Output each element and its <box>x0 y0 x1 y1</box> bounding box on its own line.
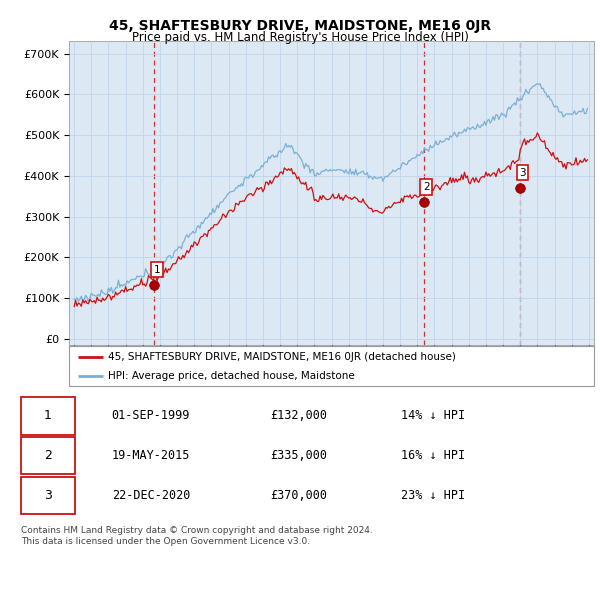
Text: 1: 1 <box>154 265 160 275</box>
Text: Contains HM Land Registry data © Crown copyright and database right 2024.
This d: Contains HM Land Registry data © Crown c… <box>21 526 373 546</box>
FancyBboxPatch shape <box>21 437 75 474</box>
Text: 3: 3 <box>519 168 526 178</box>
Text: 23% ↓ HPI: 23% ↓ HPI <box>401 489 465 502</box>
Text: Price paid vs. HM Land Registry's House Price Index (HPI): Price paid vs. HM Land Registry's House … <box>131 31 469 44</box>
Text: 3: 3 <box>44 489 52 502</box>
Text: 2: 2 <box>423 182 430 192</box>
Text: 19-MAY-2015: 19-MAY-2015 <box>112 449 190 463</box>
Text: £370,000: £370,000 <box>271 489 328 502</box>
Text: 45, SHAFTESBURY DRIVE, MAIDSTONE, ME16 0JR (detached house): 45, SHAFTESBURY DRIVE, MAIDSTONE, ME16 0… <box>109 352 456 362</box>
FancyBboxPatch shape <box>21 398 75 434</box>
Text: 1: 1 <box>44 409 52 422</box>
Text: 14% ↓ HPI: 14% ↓ HPI <box>401 409 465 422</box>
Text: HPI: Average price, detached house, Maidstone: HPI: Average price, detached house, Maid… <box>109 372 355 381</box>
Text: 2: 2 <box>44 449 52 463</box>
Text: 45, SHAFTESBURY DRIVE, MAIDSTONE, ME16 0JR: 45, SHAFTESBURY DRIVE, MAIDSTONE, ME16 0… <box>109 19 491 33</box>
Text: 01-SEP-1999: 01-SEP-1999 <box>112 409 190 422</box>
FancyBboxPatch shape <box>21 477 75 514</box>
Text: £335,000: £335,000 <box>271 449 328 463</box>
Text: 16% ↓ HPI: 16% ↓ HPI <box>401 449 465 463</box>
Text: £132,000: £132,000 <box>271 409 328 422</box>
Text: 22-DEC-2020: 22-DEC-2020 <box>112 489 190 502</box>
